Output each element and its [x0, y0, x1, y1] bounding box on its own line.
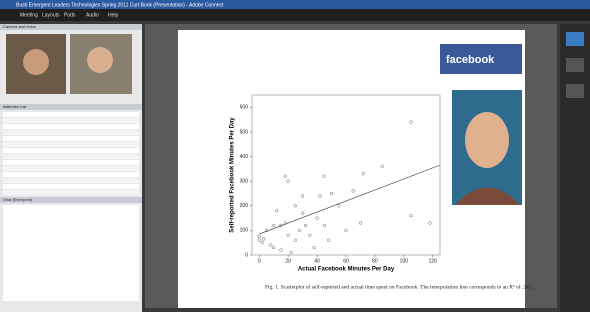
y-tick-label: 100 [240, 228, 249, 234]
attendee-row [3, 154, 139, 159]
pod-title: Camera and Voice [3, 24, 37, 29]
menu-item[interactable]: Meeting [20, 12, 38, 18]
video-face [23, 49, 49, 75]
attendee-row [3, 124, 139, 129]
window-title: Bush Emergent Leaders Technologies Sprin… [16, 2, 224, 8]
chat-area[interactable] [3, 205, 139, 301]
pod-title: Attendee List [3, 104, 27, 109]
y-axis-label: Self-reported Facebook Minutes Per Day [230, 117, 236, 233]
x-tick-label: 100 [400, 258, 409, 264]
attendee-row [3, 148, 139, 153]
photo-face [465, 112, 509, 168]
attendee-row [3, 160, 139, 165]
x-tick-label: 40 [314, 258, 320, 264]
y-tick-label: 200 [240, 203, 249, 209]
layout-icon[interactable] [566, 84, 584, 98]
attendee-row [3, 190, 139, 195]
x-tick-label: 120 [429, 258, 438, 264]
menu-item[interactable]: Help [108, 12, 119, 18]
x-tick-label: 0 [258, 258, 261, 264]
pod-title: Chat (Everyone) [3, 197, 33, 202]
y-tick-label: 400 [240, 154, 249, 160]
attendee-row [3, 136, 139, 141]
attendee-row [3, 142, 139, 147]
x-tick-label: 80 [372, 258, 378, 264]
video-face [87, 47, 113, 73]
attendee-row [3, 118, 139, 123]
attendee-row [3, 166, 139, 171]
attendee-row [3, 130, 139, 135]
brand: facebook [446, 54, 495, 66]
attendee-row [3, 172, 139, 177]
attendee-row [3, 178, 139, 183]
y-tick-label: 300 [240, 178, 249, 184]
menu-item[interactable]: Pods [64, 12, 76, 18]
screen: Bush Emergent Leaders Technologies Sprin… [0, 0, 590, 312]
caption: Fig. 1. Scatterplot of self-reported and… [265, 283, 534, 290]
y-tick-label: 500 [240, 129, 249, 135]
menu-item[interactable]: Layouts [42, 12, 60, 18]
attendee-row [3, 184, 139, 189]
menu-item[interactable]: Audio [86, 12, 99, 18]
y-tick-label: 600 [240, 105, 249, 111]
x-tick-label: 20 [285, 258, 291, 264]
layout-icon[interactable] [566, 58, 584, 72]
attendee-row [3, 112, 139, 117]
y-tick-label: 0 [245, 252, 248, 258]
x-tick-label: 60 [343, 258, 349, 264]
x-axis-label: Actual Facebook Minutes Per Day [298, 267, 395, 273]
layout-icon[interactable] [566, 32, 584, 46]
